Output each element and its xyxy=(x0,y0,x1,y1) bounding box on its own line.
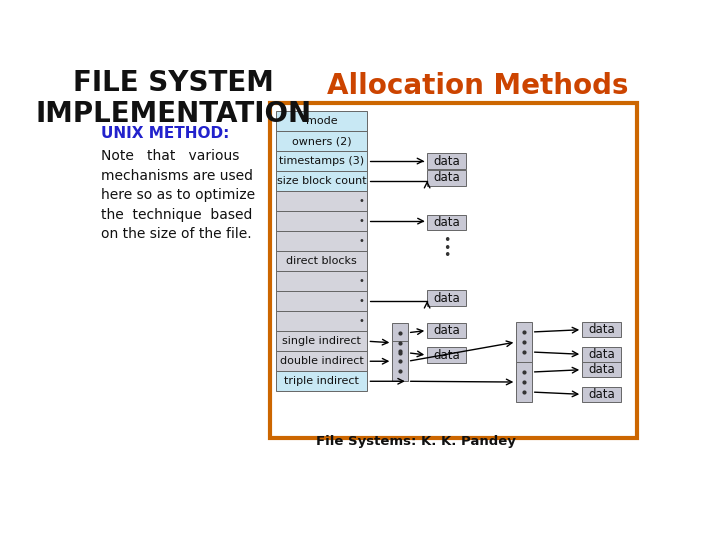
Bar xyxy=(427,153,466,168)
Bar xyxy=(276,111,367,131)
Text: data: data xyxy=(588,363,615,376)
Bar xyxy=(270,103,637,438)
Bar xyxy=(516,322,532,362)
Text: •: • xyxy=(359,196,364,206)
Text: triple indirect: triple indirect xyxy=(284,376,359,386)
Bar xyxy=(582,362,621,377)
Text: data: data xyxy=(433,172,460,185)
Text: •: • xyxy=(443,241,450,254)
Text: data: data xyxy=(433,292,460,305)
Text: single indirect: single indirect xyxy=(282,336,361,346)
Bar xyxy=(582,347,621,362)
Text: data: data xyxy=(433,324,460,337)
Text: •: • xyxy=(443,234,450,247)
Bar xyxy=(276,372,367,392)
Bar xyxy=(516,362,532,402)
Bar xyxy=(392,323,408,363)
Text: •: • xyxy=(359,216,364,226)
Text: data: data xyxy=(588,323,615,336)
Text: data: data xyxy=(433,349,460,362)
Text: double indirect: double indirect xyxy=(280,356,364,366)
Bar xyxy=(427,215,466,231)
Text: •: • xyxy=(359,296,364,306)
Bar xyxy=(427,170,466,186)
Text: •: • xyxy=(359,276,364,286)
Text: •: • xyxy=(443,249,450,262)
Bar xyxy=(276,331,367,351)
Bar xyxy=(582,322,621,338)
Bar xyxy=(276,211,367,231)
Text: Allocation Methods: Allocation Methods xyxy=(327,72,629,100)
Bar xyxy=(276,291,367,311)
Text: timestamps (3): timestamps (3) xyxy=(279,156,364,166)
Text: direct blocks: direct blocks xyxy=(287,256,357,266)
Bar xyxy=(427,323,466,338)
Text: •: • xyxy=(359,236,364,246)
Bar xyxy=(276,251,367,271)
Text: FILE SYSTEM
IMPLEMENTATION: FILE SYSTEM IMPLEMENTATION xyxy=(35,69,312,128)
Text: File Systems: K. K. Pandey: File Systems: K. K. Pandey xyxy=(315,435,516,448)
Bar xyxy=(276,311,367,331)
Text: •: • xyxy=(359,316,364,326)
Bar xyxy=(276,151,367,171)
Text: size block count: size block count xyxy=(277,176,366,186)
Text: Note   that   various
mechanisms are used
here so as to optimize
the  technique : Note that various mechanisms are used he… xyxy=(101,150,255,241)
Text: data: data xyxy=(588,388,615,401)
Bar xyxy=(276,171,367,191)
Text: data: data xyxy=(588,348,615,361)
Bar xyxy=(582,387,621,402)
Text: data: data xyxy=(433,216,460,229)
Text: UNIX METHOD:: UNIX METHOD: xyxy=(101,126,229,141)
Text: data: data xyxy=(433,154,460,167)
Bar xyxy=(276,191,367,211)
Bar xyxy=(276,351,367,372)
Text: mode: mode xyxy=(306,116,338,126)
Bar xyxy=(276,271,367,291)
Bar xyxy=(392,341,408,381)
Bar xyxy=(276,131,367,151)
Bar xyxy=(427,291,466,306)
Bar xyxy=(427,347,466,363)
Text: owners (2): owners (2) xyxy=(292,136,351,146)
Bar xyxy=(276,231,367,251)
